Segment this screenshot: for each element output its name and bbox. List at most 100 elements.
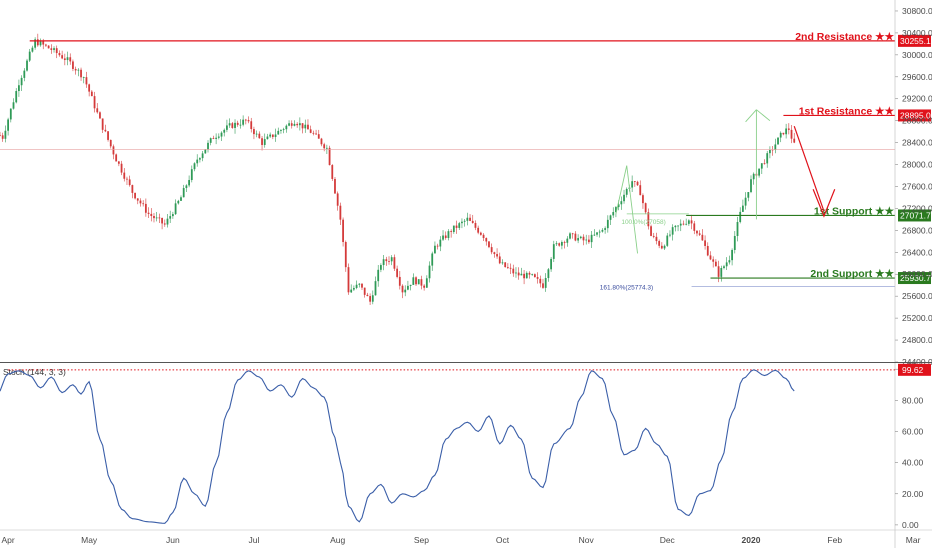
candle-body bbox=[609, 215, 612, 220]
candle-body bbox=[352, 287, 355, 290]
candle-body bbox=[226, 125, 228, 130]
candle-body bbox=[693, 223, 696, 231]
candle-body bbox=[733, 235, 736, 250]
candle-body bbox=[23, 70, 26, 78]
level-badge-value: 27071.7 bbox=[900, 210, 931, 220]
candle-body bbox=[760, 163, 763, 169]
candle-body bbox=[671, 227, 674, 235]
candle-body bbox=[261, 138, 263, 145]
candle-body bbox=[15, 91, 18, 103]
candle-body bbox=[577, 238, 580, 241]
candle-body bbox=[623, 194, 625, 202]
candle-body bbox=[58, 53, 61, 56]
stoch-tick-label: 80.00 bbox=[902, 395, 924, 405]
candle-body bbox=[696, 230, 698, 234]
time-tick-label: Jul bbox=[248, 535, 259, 545]
candle-body bbox=[504, 262, 507, 268]
candle-body bbox=[355, 284, 358, 288]
candle-body bbox=[328, 147, 331, 166]
candle-body bbox=[774, 144, 777, 150]
fibonacci-annotations: 100.0%(27058) 161.80%(25774.3) bbox=[600, 109, 895, 292]
candle-body bbox=[26, 60, 28, 71]
stoch-tick-label: 60.00 bbox=[902, 426, 924, 436]
candle-body bbox=[542, 283, 544, 288]
candle-body bbox=[171, 214, 174, 217]
candle-body bbox=[107, 131, 109, 140]
price-tick-label: 26800.0 bbox=[902, 225, 932, 235]
candle-body bbox=[207, 142, 209, 150]
candle-body bbox=[190, 169, 193, 181]
candle-body bbox=[744, 197, 747, 206]
candle-body bbox=[615, 207, 617, 213]
candle-body bbox=[566, 238, 569, 243]
time-tick-label: Nov bbox=[579, 535, 595, 545]
candle-body bbox=[723, 266, 725, 268]
candle-body bbox=[769, 149, 771, 154]
price-tick-label: 27600.0 bbox=[902, 181, 932, 191]
candle-body bbox=[174, 203, 177, 215]
candle-body bbox=[20, 77, 23, 86]
candle-body bbox=[128, 179, 131, 186]
candle-body bbox=[425, 278, 428, 288]
candle-body bbox=[434, 245, 436, 254]
candle-body bbox=[39, 41, 42, 46]
candle-body bbox=[115, 154, 118, 162]
candle-body bbox=[631, 181, 634, 188]
candle-body bbox=[536, 277, 539, 279]
candle-body bbox=[334, 178, 336, 194]
level-badge-value: 30255.1 bbox=[900, 36, 931, 46]
candle-body bbox=[642, 195, 644, 204]
stochastic-pane: Stoch (144, 3, 3) 100.0080.0060.0040.002… bbox=[0, 363, 931, 530]
candle-body bbox=[712, 259, 715, 262]
candle-body bbox=[301, 123, 304, 129]
candle-body bbox=[506, 267, 509, 268]
candle-body bbox=[396, 268, 399, 277]
fib-leg-line bbox=[626, 165, 638, 254]
candle-body bbox=[777, 137, 779, 145]
candle-body bbox=[512, 268, 515, 274]
candle-body bbox=[47, 45, 50, 49]
level-label: 2nd Resistance ★★ bbox=[795, 31, 894, 43]
candle-body bbox=[439, 239, 442, 247]
candle-body bbox=[604, 228, 607, 230]
candle-body bbox=[763, 163, 766, 165]
candle-body bbox=[471, 220, 474, 223]
candle-body bbox=[563, 242, 566, 243]
stoch-title: Stoch (144, 3, 3) bbox=[3, 367, 66, 377]
candle-body bbox=[323, 144, 326, 149]
candle-body bbox=[463, 220, 466, 222]
fib-extension-label: 161.80%(25774.3) bbox=[600, 285, 654, 292]
candle-body bbox=[782, 132, 785, 135]
candle-body bbox=[161, 217, 163, 224]
candle-body bbox=[790, 129, 793, 139]
candle-body bbox=[436, 245, 439, 247]
candle-body bbox=[242, 119, 245, 125]
candle-body bbox=[409, 284, 412, 286]
candle-body bbox=[663, 245, 666, 249]
candle-body bbox=[85, 77, 88, 85]
candle-body bbox=[461, 221, 463, 224]
candle-body bbox=[120, 163, 123, 173]
candle-body bbox=[239, 124, 242, 126]
candle-body bbox=[650, 226, 652, 236]
candle-body bbox=[423, 285, 426, 288]
candle-body bbox=[285, 125, 288, 130]
candle-body bbox=[158, 217, 161, 219]
projection-line bbox=[756, 109, 771, 122]
candle-body bbox=[490, 247, 493, 253]
price-tick-label: 26400.0 bbox=[902, 247, 932, 257]
candle-body bbox=[45, 44, 47, 46]
candle-body bbox=[787, 128, 790, 130]
candle-body bbox=[509, 267, 512, 269]
candle-body bbox=[201, 153, 204, 159]
candle-body bbox=[555, 243, 558, 245]
candle-body bbox=[750, 179, 752, 193]
candle-body bbox=[144, 203, 147, 213]
candle-body bbox=[31, 47, 34, 52]
candle-body bbox=[561, 242, 563, 246]
candle-body bbox=[612, 212, 615, 216]
level-badge bbox=[898, 209, 931, 222]
stoch-value-label: 99.62 bbox=[902, 365, 924, 375]
stoch-tick-label: 20.00 bbox=[902, 489, 924, 499]
